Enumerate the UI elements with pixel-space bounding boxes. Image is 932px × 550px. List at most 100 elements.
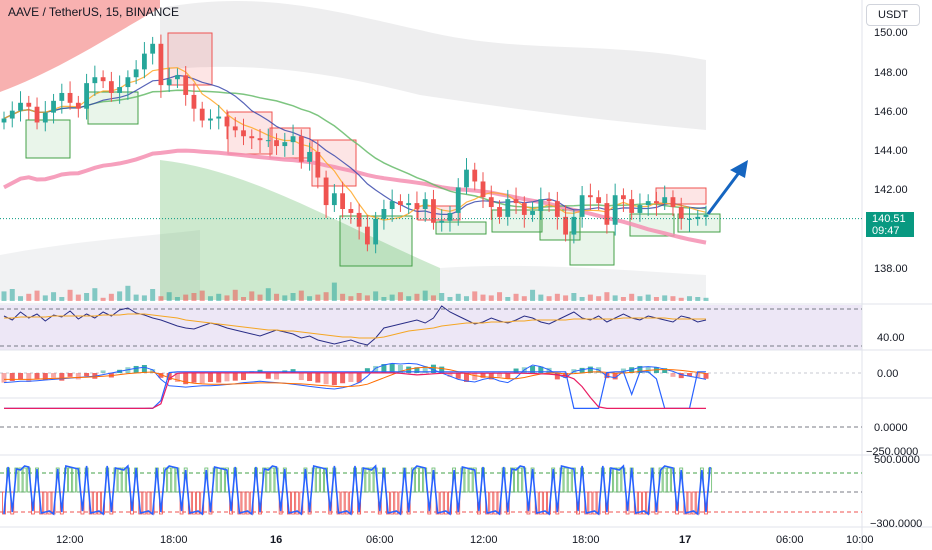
candle-body — [480, 181, 486, 198]
macd-panel — [0, 362, 862, 390]
macd-histogram-bar — [67, 373, 73, 377]
oscillator-bar — [493, 491, 498, 515]
panel-tick-label: 500.0000 — [874, 454, 920, 466]
candle-body — [455, 187, 461, 213]
candle-body — [571, 216, 577, 235]
volume-bar — [645, 294, 651, 301]
volume-bar — [653, 297, 659, 301]
order-block-box — [87, 91, 139, 125]
oscillator-bar — [518, 467, 523, 493]
volume-bar — [430, 295, 436, 301]
order-block-box — [677, 213, 721, 233]
volume-bar — [174, 297, 180, 301]
candle-body — [587, 195, 593, 198]
candle-body — [183, 75, 189, 95]
lower-band-gray-right — [440, 265, 706, 300]
macd-histogram-bar — [513, 368, 519, 373]
candle-body — [530, 210, 535, 215]
volume-bar — [629, 293, 635, 301]
volume-bar — [1, 291, 7, 301]
volume-bar — [356, 293, 362, 301]
panel-tick-label: 0.0000 — [874, 422, 908, 434]
candle-body — [356, 212, 362, 227]
candle-body — [298, 136, 304, 162]
candle-body — [150, 43, 156, 54]
volume-bar — [9, 289, 15, 301]
volume-bar — [612, 295, 618, 301]
oscillator-bar — [439, 491, 444, 515]
candle-body — [521, 203, 527, 215]
volume-bar — [546, 296, 552, 301]
macd-histogram-bar — [472, 373, 478, 381]
time-tick-label: 18:00 — [572, 534, 600, 546]
time-tick-label: 06:00 — [366, 534, 394, 546]
candle-body — [596, 197, 602, 204]
volume-bar — [249, 291, 255, 301]
oscillator-bar — [642, 491, 646, 515]
oscillator-bar — [394, 491, 399, 515]
oscillator-panel-4 — [0, 464, 862, 516]
candle-body — [1, 118, 7, 123]
oscillator-bar — [617, 467, 622, 493]
volume-bar — [257, 294, 263, 301]
candle-body — [513, 199, 519, 204]
candles — [0, 34, 862, 254]
volume-bar — [183, 294, 189, 301]
macd-histogram-bar — [331, 373, 337, 386]
volume-bar — [315, 294, 321, 301]
macd-histogram-bar — [290, 369, 296, 373]
macd-histogram-bar — [670, 373, 676, 377]
candle-body — [307, 151, 312, 162]
ma-green — [3, 89, 707, 210]
candle-body — [554, 201, 560, 217]
price-tick-label: 148.00 — [874, 67, 908, 79]
oscillator-panel-1 — [0, 305, 862, 347]
volume-bar — [521, 296, 527, 301]
macd-histogram-bar — [323, 373, 329, 385]
currency-button[interactable]: USDT — [866, 4, 920, 26]
oscillator-bar — [543, 491, 547, 515]
macd-histogram-bar — [612, 373, 618, 380]
price-axis: 150.00 148.00 146.00 144.00 142.00 138.00 40.0… — [866, 27, 922, 530]
oscillator-bar — [567, 467, 572, 493]
symbol-title: AAVE / TetherUS, 15, BINANCE — [8, 5, 179, 19]
volume-bar — [323, 292, 329, 301]
macd-histogram-bar — [340, 373, 346, 384]
volume-bar — [554, 293, 560, 301]
macd-histogram-bar — [695, 373, 701, 378]
macd-histogram-bar — [389, 363, 395, 373]
oscillator-bar — [365, 467, 370, 493]
volume-bar — [125, 285, 131, 301]
volume-bar — [447, 297, 453, 301]
candle-body — [175, 75, 180, 80]
macd-histogram-bar — [298, 373, 304, 381]
volume-bar — [158, 296, 164, 301]
oscillator-bar — [662, 467, 667, 493]
volume-bar — [587, 294, 593, 301]
oscillator-bar — [638, 491, 642, 515]
volume-bar — [472, 291, 478, 301]
volume-bar — [530, 289, 536, 301]
candle-body — [612, 195, 618, 225]
oscillator-bar — [340, 491, 345, 515]
arrow-head — [730, 160, 748, 178]
macd-histogram-bar — [224, 373, 230, 382]
candle-body — [315, 151, 321, 178]
macd-histogram-bar — [183, 373, 189, 385]
candle-body — [282, 142, 288, 147]
macd-histogram-bar — [9, 373, 15, 381]
volume-bar — [274, 293, 280, 301]
volume-bar — [42, 295, 48, 301]
oscillator-bar — [92, 491, 97, 515]
volume-bar — [488, 295, 494, 301]
macd-histogram-bar — [422, 365, 428, 373]
oscillator-bar — [538, 491, 543, 515]
candle-body — [381, 209, 387, 219]
volume-bars — [1, 282, 709, 301]
volume-bar — [100, 297, 106, 301]
volume-bar — [563, 295, 569, 301]
panel-tick-label: −250.0000 — [866, 446, 918, 458]
order-block-box — [569, 231, 615, 266]
